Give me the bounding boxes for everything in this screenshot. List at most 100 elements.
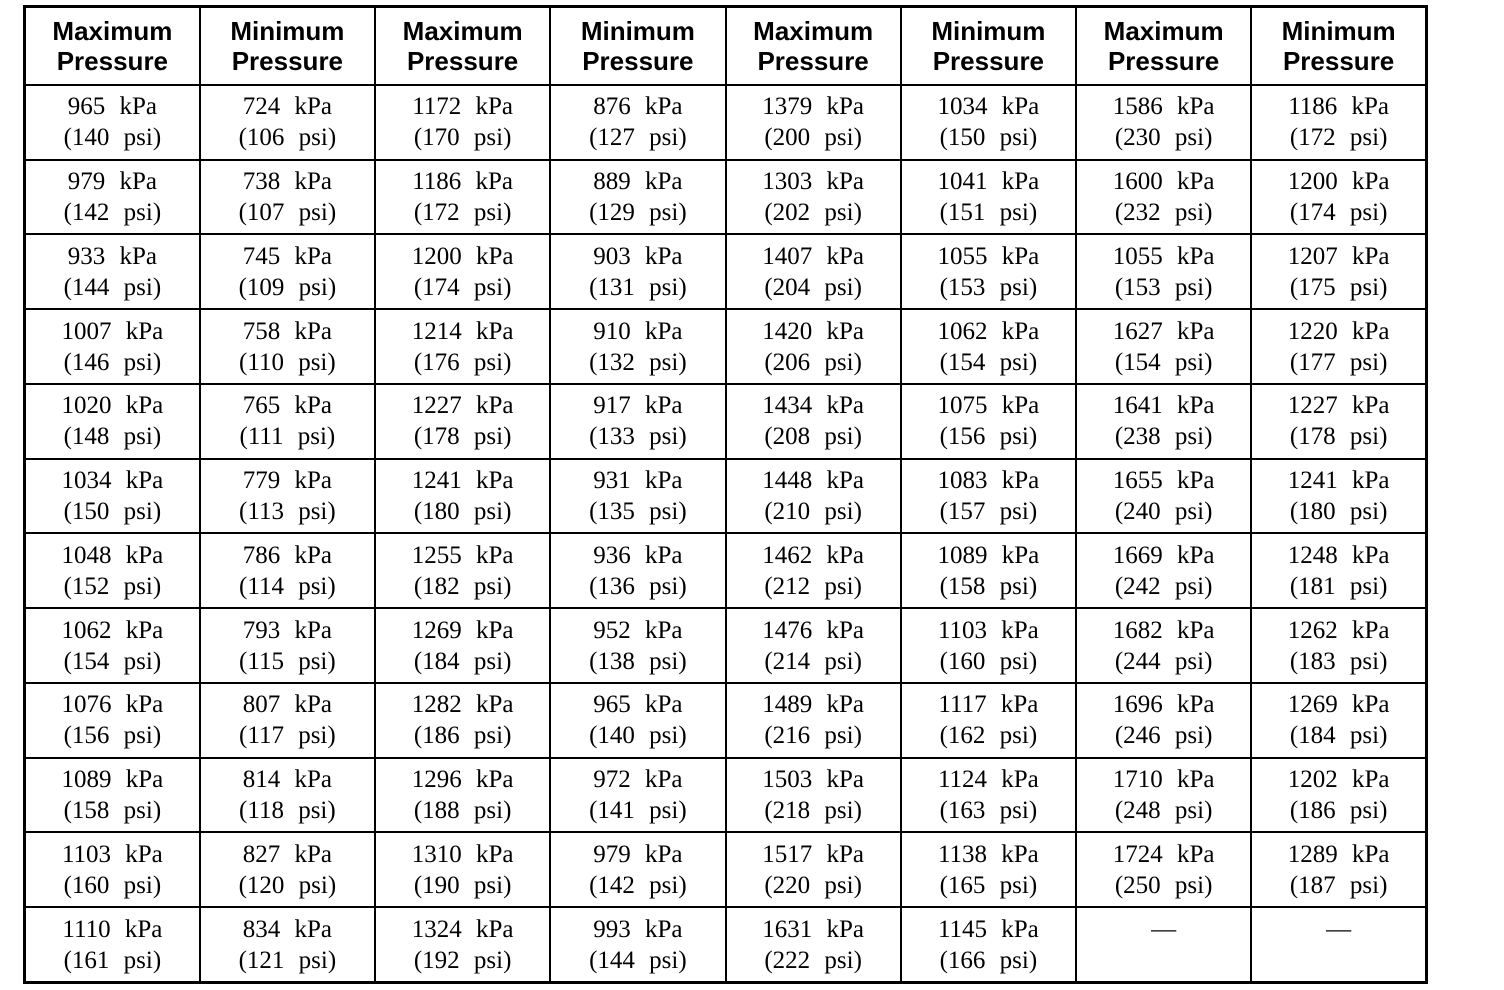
psi-value: (184 psi) <box>1289 722 1388 750</box>
kpa-value: 1007 kPa <box>61 317 164 345</box>
pressure-cell: 1089 kPa (158 psi) <box>23 756 201 834</box>
pressure-cell: 931 kPa (135 psi) <box>549 457 727 535</box>
kpa-value: 931 kPa <box>593 467 683 495</box>
kpa-value: 1062 kPa <box>61 616 164 644</box>
column-header: Minimum Pressure <box>899 5 1078 86</box>
psi-value: (158 psi) <box>939 572 1038 600</box>
kpa-value: 917 kPa <box>593 392 683 420</box>
psi-value: (132 psi) <box>589 348 687 376</box>
pressure-cell: 1020 kPa (148 psi) <box>23 382 201 460</box>
kpa-value: 1138 kPa <box>937 840 1039 868</box>
psi-value: (208 psi) <box>764 423 862 451</box>
kpa-value: 1186 kPa <box>1288 93 1390 121</box>
psi-value: (170 psi) <box>413 124 512 152</box>
psi-value: (150 psi) <box>63 498 162 526</box>
table-row: 1103 kPa (160 psi) 827 kPa (120 psi) 1310 kP… <box>23 831 1428 909</box>
pressure-cell: 910 kPa (132 psi) <box>549 308 727 385</box>
kpa-value: 1724 kPa <box>1112 840 1215 868</box>
pressure-cell: 1172 kPa (170 psi) <box>373 84 552 161</box>
kpa-value: 993 kPa <box>593 915 683 943</box>
psi-value: (222 psi) <box>764 946 862 974</box>
psi-value: (154 psi) <box>63 647 162 675</box>
pressure-cell: — <box>1250 906 1428 984</box>
kpa-value: 1083 kPa <box>937 467 1040 495</box>
psi-value: (140 psi) <box>589 722 687 750</box>
psi-value: (154 psi) <box>939 348 1038 376</box>
pressure-cell: 1041 kPa (151 psi) <box>899 158 1078 236</box>
pressure-cell: 1200 kPa (174 psi) <box>373 233 552 311</box>
pressure-cell: 1227 kPa (178 psi) <box>373 382 552 460</box>
pressure-cell: 1434 kPa (208 psi) <box>724 382 902 460</box>
kpa-value: — <box>1151 915 1177 943</box>
kpa-value: 1255 kPa <box>411 541 514 569</box>
psi-value: (148 psi) <box>63 423 162 451</box>
pressure-cell: 903 kPa (131 psi) <box>549 233 727 311</box>
pressure-cell: 1110 kPa (161 psi) <box>23 906 201 984</box>
pressure-cell: 1503 kPa (218 psi) <box>724 756 902 834</box>
psi-value: (111 psi) <box>239 423 336 451</box>
kpa-value: 1600 kPa <box>1112 168 1215 196</box>
psi-value: (117 psi) <box>239 722 336 750</box>
pressure-cell: 1489 kPa (216 psi) <box>724 681 902 759</box>
psi-value: (216 psi) <box>764 722 862 750</box>
kpa-value: 814 kPa <box>242 765 332 793</box>
psi-value: (172 psi) <box>413 199 512 227</box>
pressure-cell: 1262 kPa (183 psi) <box>1250 607 1428 684</box>
kpa-value: 952 kPa <box>593 616 683 644</box>
psi-value: (158 psi) <box>63 796 162 824</box>
pressure-cell: 1600 kPa (232 psi) <box>1074 158 1253 236</box>
column-header: Maximum Pressure <box>373 5 552 86</box>
kpa-value: 1200 kPa <box>1287 168 1390 196</box>
pressure-cell: 1062 kPa (154 psi) <box>899 308 1078 385</box>
pressure-cell: 1138 kPa (165 psi) <box>899 831 1078 909</box>
table-row: 933 kPa (144 psi) 745 kPa (109 psi) 1200 kPa… <box>23 233 1428 311</box>
psi-value: (178 psi) <box>1289 423 1388 451</box>
table-row: 1089 kPa (158 psi) 814 kPa (118 psi) 1296 kP… <box>23 756 1428 834</box>
kpa-value: 1476 kPa <box>762 616 864 644</box>
kpa-value: 1089 kPa <box>937 541 1040 569</box>
psi-value: (136 psi) <box>589 572 687 600</box>
psi-value: (115 psi) <box>239 647 336 675</box>
pressure-cell: 1089 kPa (158 psi) <box>899 532 1078 610</box>
psi-value: (162 psi) <box>939 722 1038 750</box>
pressure-cell: 952 kPa (138 psi) <box>549 607 727 684</box>
pressure-cell: 1227 kPa (178 psi) <box>1250 382 1428 460</box>
kpa-value: 1048 kPa <box>61 541 164 569</box>
kpa-value: 1075 kPa <box>937 392 1040 420</box>
pressure-cell: 876 kPa (127 psi) <box>549 84 727 161</box>
kpa-value: 724 kPa <box>242 93 332 121</box>
kpa-value: 1041 kPa <box>937 168 1040 196</box>
pressure-cell: 1062 kPa (154 psi) <box>23 607 201 684</box>
kpa-value: 1020 kPa <box>61 392 164 420</box>
kpa-value: 903 kPa <box>593 242 683 270</box>
psi-value: (183 psi) <box>1289 647 1388 675</box>
pressure-cell: 965 kPa (140 psi) <box>549 681 727 759</box>
kpa-value: 1669 kPa <box>1112 541 1215 569</box>
kpa-value: 1186 kPa <box>412 168 514 196</box>
psi-value: (192 psi) <box>413 946 512 974</box>
table-row: 1062 kPa (154 psi) 793 kPa (115 psi) 1269 kP… <box>23 607 1428 684</box>
psi-value: (232 psi) <box>1114 199 1213 227</box>
psi-value: (180 psi) <box>1289 498 1388 526</box>
psi-value: (160 psi) <box>939 647 1038 675</box>
table-row: 1034 kPa (150 psi) 779 kPa (113 psi) 1241 kP… <box>23 457 1428 535</box>
psi-value: (161 psi) <box>63 946 162 974</box>
column-header: Maximum Pressure <box>1074 5 1253 86</box>
column-header: Minimum Pressure <box>549 5 727 86</box>
kpa-value: 1303 kPa <box>762 168 864 196</box>
kpa-value: — <box>1326 915 1352 943</box>
kpa-value: 1241 kPa <box>411 467 514 495</box>
kpa-value: 807 kPa <box>242 691 332 719</box>
psi-value: (242 psi) <box>1114 572 1213 600</box>
psi-value: (177 psi) <box>1289 348 1388 376</box>
pressure-cell: 779 kPa (113 psi) <box>198 457 377 535</box>
kpa-value: 758 kPa <box>242 317 332 345</box>
kpa-value: 1055 kPa <box>1112 242 1215 270</box>
psi-value: (114 psi) <box>239 572 336 600</box>
kpa-value: 827 kPa <box>242 840 332 868</box>
psi-value: (186 psi) <box>1289 796 1388 824</box>
psi-value: (175 psi) <box>1289 273 1388 301</box>
kpa-value: 738 kPa <box>242 168 332 196</box>
pressure-cell: 738 kPa (107 psi) <box>198 158 377 236</box>
pressure-cell: 889 kPa (129 psi) <box>549 158 727 236</box>
